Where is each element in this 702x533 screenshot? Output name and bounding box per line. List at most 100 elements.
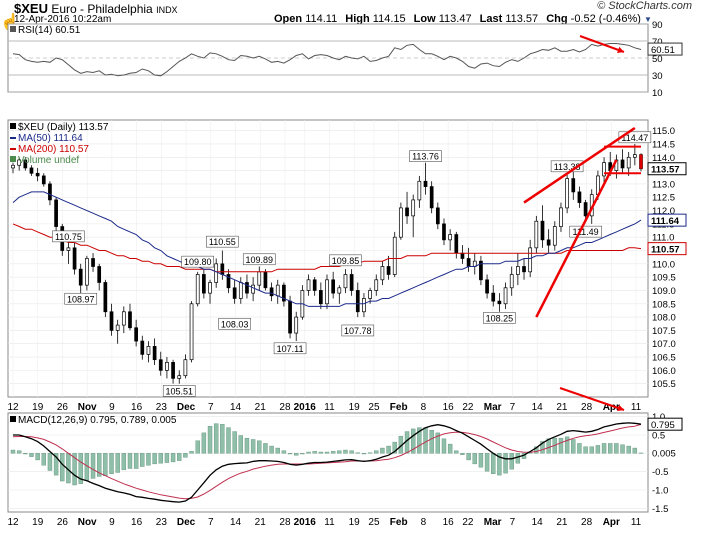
x-tick-label: 9 xyxy=(109,402,115,413)
macd-histogram-bar xyxy=(601,443,607,454)
rsi-panel xyxy=(7,23,649,93)
x-tick-label-bottom: 7 xyxy=(208,517,214,528)
macd-histogram-bar xyxy=(503,453,508,474)
volume-legend-swatch xyxy=(10,156,16,162)
price-tick-label: 107.0 xyxy=(652,339,676,350)
macd-histogram-bar xyxy=(146,453,151,466)
macd-histogram-bar xyxy=(540,441,545,454)
candle-body xyxy=(343,274,348,289)
candle-body xyxy=(23,159,28,169)
price-callout-label: 111.49 xyxy=(572,227,598,237)
candle-body xyxy=(497,300,502,305)
macd-histogram-bar xyxy=(441,438,447,454)
price-callout-box xyxy=(341,324,375,337)
candle-body xyxy=(405,207,409,217)
price-tick-label: 112.5 xyxy=(652,193,675,204)
price-callout-label: 109.80 xyxy=(184,257,212,267)
candle-body xyxy=(485,279,489,294)
macd-histogram-bar xyxy=(121,453,127,471)
x-tick-label-bottom: 28 xyxy=(581,517,593,528)
price-callout-label: 109.85 xyxy=(332,256,360,266)
candle-body xyxy=(626,156,631,169)
price-tick-label: 107.5 xyxy=(652,326,676,337)
ma200-tag: 110.57 xyxy=(651,245,680,256)
macd-histogram-bar xyxy=(491,453,496,474)
price-callout-label: 110.55 xyxy=(209,237,236,247)
price-callout-box xyxy=(329,254,362,267)
x-tick-label-bottom: 11 xyxy=(324,517,335,528)
macd-histogram-bar xyxy=(429,430,434,454)
macd-histogram-bar xyxy=(454,450,459,454)
macd-histogram-bar xyxy=(620,444,625,454)
candle-body xyxy=(195,274,200,305)
macd-histogram-bar xyxy=(207,426,213,454)
candle-body xyxy=(318,290,323,305)
price-tick-label: 109.5 xyxy=(652,273,676,284)
macd-tag: 0.795 xyxy=(651,420,675,431)
x-tick-label-bottom: Apr xyxy=(603,517,620,528)
macd-histogram-bar xyxy=(127,453,133,469)
candle-body xyxy=(423,180,428,187)
x-tick-label-bottom: 21 xyxy=(556,517,568,528)
candle-body xyxy=(275,284,280,297)
brand[interactable]: © StockCharts.com xyxy=(597,0,692,12)
x-tick-label-bottom: Nov xyxy=(78,517,97,528)
price-callout-box xyxy=(52,230,85,243)
x-tick-label: 14 xyxy=(230,402,242,413)
macd-histogram-bar xyxy=(374,450,379,454)
macd-histogram-bar xyxy=(226,427,231,454)
x-tick-label: Nov xyxy=(78,402,97,413)
macd-tick-label: -0.5 xyxy=(652,467,668,478)
candle-body xyxy=(134,327,138,342)
macd-histogram-bar xyxy=(410,428,416,454)
price-callout-box xyxy=(273,342,307,355)
macd-histogram-bar xyxy=(281,450,287,454)
macd-tick-label: -1.0 xyxy=(652,486,668,497)
macd-histogram-bar xyxy=(626,445,631,454)
candle-body xyxy=(583,202,588,217)
title-line: $XEU Euro - Philadelphia INDX xyxy=(14,1,178,16)
x-tick-label: 21 xyxy=(556,402,568,413)
candle-body xyxy=(454,234,459,254)
x-tick-label: Apr xyxy=(603,402,620,413)
macd-histogram-bar xyxy=(47,453,53,471)
rsi-last-tag-box xyxy=(647,42,683,56)
candle-body xyxy=(238,282,243,299)
x-tick-label: 7 xyxy=(208,402,214,413)
x-tick-label: 11 xyxy=(324,402,335,413)
price-tick-label: 108.5 xyxy=(652,299,676,310)
candle-body xyxy=(435,207,440,225)
candle-body xyxy=(306,279,311,291)
x-tick-label: 28 xyxy=(581,402,593,413)
ma200-legend-text: MA(200) 110.57 xyxy=(18,144,89,155)
ma50-tag: 111.64 xyxy=(651,216,680,227)
chart-header: $XEU Euro - Philadelphia INDX © StockCha… xyxy=(0,0,702,31)
rsi-tick-label: 10 xyxy=(652,88,663,99)
macd-histogram-bar xyxy=(60,453,65,482)
candle-body xyxy=(48,183,52,201)
candle-body xyxy=(491,292,496,302)
macd-histogram-bar xyxy=(103,453,108,476)
x-tick-label: Mar xyxy=(484,402,502,413)
trendline-lower xyxy=(535,159,618,318)
symbol[interactable]: $XEU xyxy=(14,1,48,16)
macd-histogram-bar xyxy=(16,450,22,454)
rsi-tick-label: 70 xyxy=(652,37,663,48)
macd-histogram-bar xyxy=(571,439,576,454)
x-tick-label: Feb xyxy=(390,402,408,413)
macd-histogram-bar xyxy=(330,451,336,454)
ma50-line xyxy=(12,191,642,307)
candle-body xyxy=(282,284,286,302)
candle-body xyxy=(263,271,268,289)
low-value: 113.47 xyxy=(438,13,472,25)
candle-body xyxy=(466,258,471,267)
x-tick-label: 16 xyxy=(443,402,455,413)
date-time: 12-Apr-2016 10:22am xyxy=(14,14,112,25)
macd-histogram-bar xyxy=(355,452,360,454)
open-label: Open xyxy=(274,13,303,25)
macd-histogram-bar xyxy=(595,445,601,454)
macd-histogram-bar xyxy=(392,441,397,454)
price-tick-label: 115.0 xyxy=(652,126,675,137)
candle-body xyxy=(41,175,46,185)
